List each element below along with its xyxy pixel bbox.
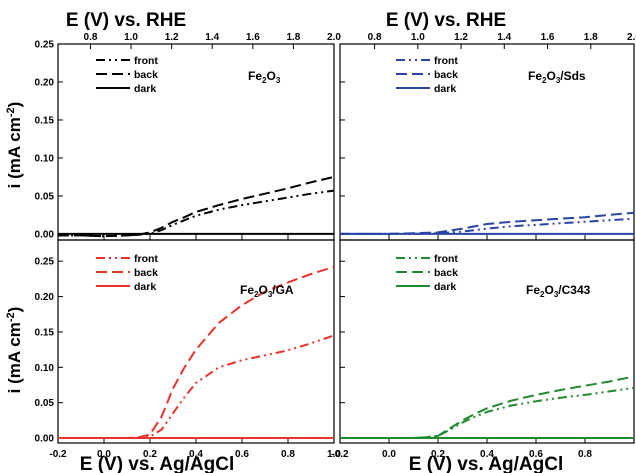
x-tick-label: 0.2: [431, 449, 445, 460]
y-tick-label: 0.00: [35, 229, 55, 240]
top-tick-label: 1.8: [584, 32, 598, 43]
y-tick-label: 0.10: [35, 153, 55, 164]
top-axis-title-left: E (V) vs. RHE: [66, 10, 186, 31]
legend-label-front: front: [434, 55, 458, 67]
top-tick-label: 0.8: [368, 32, 382, 43]
x-tick-label: 0.4: [189, 449, 203, 460]
legend-label-dark: dark: [434, 83, 456, 95]
chart-panel-2: 0.8 1.0 1.2 1.4 1.6 1.8 2.0 front back dark Fe2O3/…: [339, 32, 636, 241]
y-tick-label: 0.15: [35, 115, 55, 126]
y-tick-label: 0.05: [35, 191, 55, 202]
chart-panel-3: -0.2 0.0 0.2 0.4 0.6 0.8 1.0 0.00 0.05 0.10 0.15 0.…: [35, 239, 341, 460]
x-tick-label: 0.0: [382, 449, 396, 460]
top-tick-label: 1.4: [497, 32, 511, 43]
x-tick-label: 0.4: [480, 449, 494, 460]
legend-label-front: front: [434, 253, 458, 265]
chart-panel-1: 0.8 1.0 1.2 1.4 1.6 1.8 2.0 0.00 0.05 0.10 0.15 0.2…: [35, 32, 341, 241]
series-line-back: [340, 211, 635, 235]
x-tick-label: 0.8: [578, 449, 592, 460]
top-tick-label: 1.2: [454, 32, 468, 43]
y-tick-label: 0.25: [35, 40, 55, 51]
top-tick-label: 1.6: [541, 32, 555, 43]
legend-label-back: back: [434, 69, 458, 81]
y-tick-label: 0.05: [35, 398, 55, 409]
bottom-axis-title-left: E (V) vs. Ag/AgCl: [80, 454, 234, 473]
panel-title: Fe2O3/Sds: [528, 69, 586, 85]
legend-label-front: front: [134, 55, 158, 67]
legend-label-dark: dark: [134, 83, 156, 95]
legend-label-back: back: [134, 69, 158, 81]
legend-label-back: back: [134, 267, 158, 279]
x-tick-label: 0.0: [97, 449, 111, 460]
chart-panel-4: -0.2 0.0 0.2 0.4 0.6 0.8 front back dark Fe2O3/C3…: [331, 239, 635, 460]
series-line-front: [340, 386, 635, 439]
top-tick-label: 0.8: [84, 32, 98, 43]
top-tick-label: 2.0: [627, 32, 636, 43]
panel-title: Fe2O3: [248, 69, 281, 85]
top-tick-label: 1.8: [286, 32, 300, 43]
series-line-back: [340, 375, 635, 439]
plot-frame: [57, 239, 335, 444]
top-tick-label: 1.0: [124, 32, 138, 43]
plot-frame: [339, 43, 635, 241]
top-tick-label: 1.6: [246, 32, 260, 43]
legend-label-dark: dark: [434, 281, 456, 293]
y-axis-title-bottom: i (mA cm-2): [5, 307, 24, 394]
y-tick-label: 0.10: [35, 363, 55, 374]
bottom-axis-title-right: E (V) vs. Ag/AgCl: [409, 454, 563, 473]
y-tick-label: 0.25: [35, 257, 55, 268]
chart-panels: 0.8 1.0 1.2 1.4 1.6 1.8 2.0 0.00 0.05 0.10 0.15 0.2…: [35, 32, 636, 460]
series-line-front: [58, 334, 335, 439]
x-tick-label: -0.2: [331, 449, 349, 460]
series-line-front: [340, 217, 635, 235]
top-axis-title-right: E (V) vs. RHE: [386, 10, 506, 31]
top-tick-label: 2.0: [327, 32, 341, 43]
top-tick-label: 1.4: [205, 32, 219, 43]
legend-label-back: back: [434, 267, 458, 279]
y-tick-label: 0.20: [35, 77, 55, 88]
y-tick-label: 0.20: [35, 292, 55, 303]
x-tick-label: 1.0: [327, 449, 341, 460]
series-line-back: [58, 175, 335, 238]
legend-label-dark: dark: [134, 281, 156, 293]
x-tick-label: 0.2: [143, 449, 157, 460]
series-line-front: [58, 189, 335, 238]
panel-title: Fe2O3/C343: [526, 283, 591, 299]
x-tick-label: 0.8: [281, 449, 295, 460]
top-tick-label: 1.0: [411, 32, 425, 43]
y-tick-label: 0.00: [35, 434, 55, 445]
x-tick-label: -0.2: [49, 449, 67, 460]
legend-label-front: front: [134, 253, 158, 265]
y-tick-label: 0.15: [35, 327, 55, 338]
x-tick-label: 0.6: [529, 449, 543, 460]
top-tick-label: 1.2: [165, 32, 179, 43]
y-axis-title-top: i (mA cm-2): [5, 102, 24, 189]
panel-title: Fe2O3/GA: [240, 283, 294, 299]
x-tick-label: 0.6: [235, 449, 249, 460]
